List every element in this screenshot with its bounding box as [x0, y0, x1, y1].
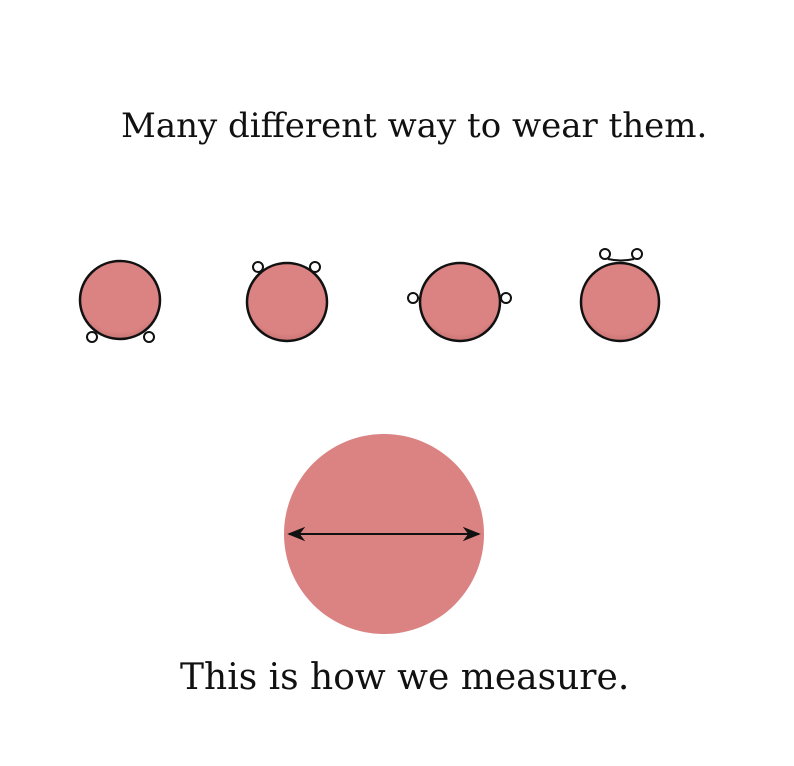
figure-loops-middle-sides	[407, 261, 512, 343]
strap	[607, 258, 635, 262]
figure-loops-top	[579, 248, 661, 343]
head-circle	[418, 261, 502, 343]
loop-right	[500, 292, 512, 304]
loop-right	[309, 261, 321, 273]
head-circle	[78, 259, 162, 341]
loop-left	[86, 331, 98, 343]
loop-left	[252, 261, 264, 273]
loop-left	[599, 248, 611, 260]
figure-loops-bottom	[78, 259, 162, 343]
loop-right	[143, 331, 155, 343]
caption-text: This is how we measure.	[180, 657, 630, 698]
loop-right	[631, 248, 643, 260]
head-circle	[245, 261, 329, 343]
loop-left	[407, 292, 419, 304]
title-text: Many different way to wear them.	[121, 106, 708, 146]
head-circle	[579, 261, 661, 343]
figure-loops-top-sides	[245, 261, 329, 343]
measure-figure	[284, 434, 484, 634]
